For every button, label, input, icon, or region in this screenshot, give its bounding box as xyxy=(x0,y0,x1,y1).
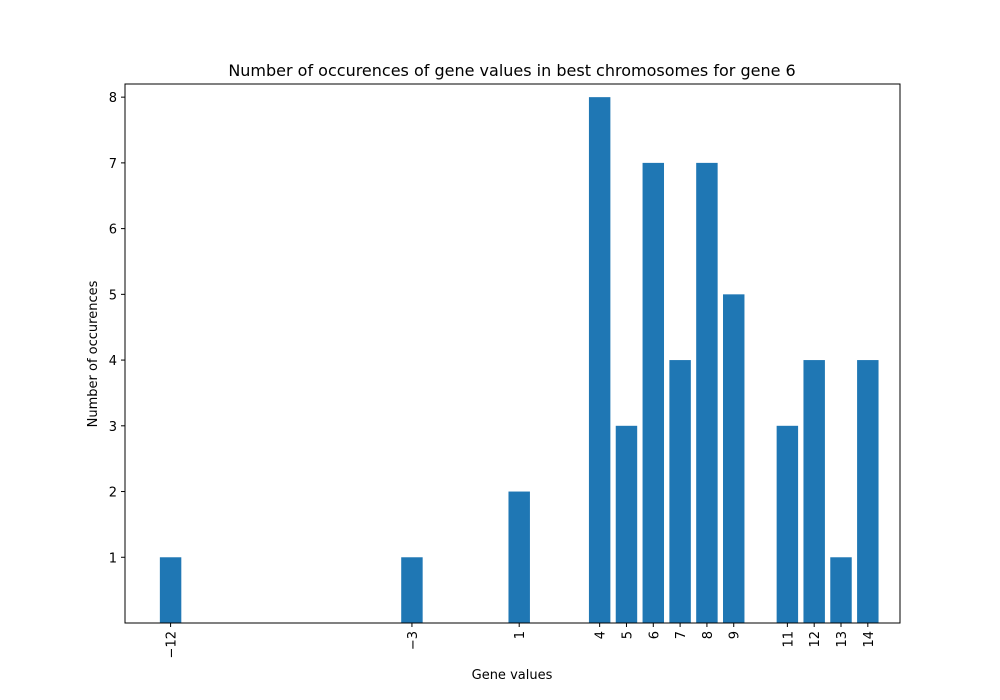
y-tick-label: 6 xyxy=(109,223,117,238)
x-tick-label: 9 xyxy=(728,631,743,639)
y-tick-label: 4 xyxy=(109,354,117,369)
y-tick-label: 7 xyxy=(109,157,117,172)
x-tick-label: 11 xyxy=(781,631,796,648)
y-ticks-group: 1 2 3 4 5 6 7 8 xyxy=(109,91,125,566)
bars-group xyxy=(159,97,879,623)
x-ticks-group: −12 −3 1 4 5 6 7 8 9 11 12 13 14 xyxy=(165,623,877,658)
bar xyxy=(830,557,852,623)
bar xyxy=(776,425,799,623)
y-tick-label: 3 xyxy=(109,420,117,435)
x-tick-label: 12 xyxy=(808,631,823,648)
x-tick-label: 4 xyxy=(594,631,609,639)
bar xyxy=(615,425,638,623)
y-tick-label: 2 xyxy=(109,486,117,501)
plot-frame xyxy=(124,83,901,624)
x-tick-label: −3 xyxy=(406,631,421,650)
bar xyxy=(159,557,182,623)
bar xyxy=(401,557,423,623)
bar xyxy=(803,360,825,623)
bar xyxy=(723,294,745,623)
bar xyxy=(857,360,879,623)
x-tick-label: 8 xyxy=(701,631,716,639)
x-tick-label: 7 xyxy=(674,631,689,639)
bar xyxy=(696,162,718,623)
bar xyxy=(642,162,665,623)
bar xyxy=(588,97,611,623)
x-tick-label: 6 xyxy=(647,631,662,639)
y-tick-label: 1 xyxy=(109,551,117,566)
y-axis-label: Number of occurences xyxy=(86,280,101,427)
bar xyxy=(669,360,691,623)
chart-title: Number of occurences of gene values in b… xyxy=(228,61,795,80)
y-tick-label: 5 xyxy=(109,288,117,303)
x-tick-label: 1 xyxy=(513,631,528,639)
y-tick-label: 8 xyxy=(109,91,117,106)
x-axis-label: Gene values xyxy=(472,668,553,683)
x-tick-label: 5 xyxy=(620,631,635,639)
x-tick-label: 14 xyxy=(862,631,877,648)
bar xyxy=(508,491,530,623)
x-tick-label: −12 xyxy=(165,631,180,658)
x-tick-label: 13 xyxy=(835,631,850,648)
